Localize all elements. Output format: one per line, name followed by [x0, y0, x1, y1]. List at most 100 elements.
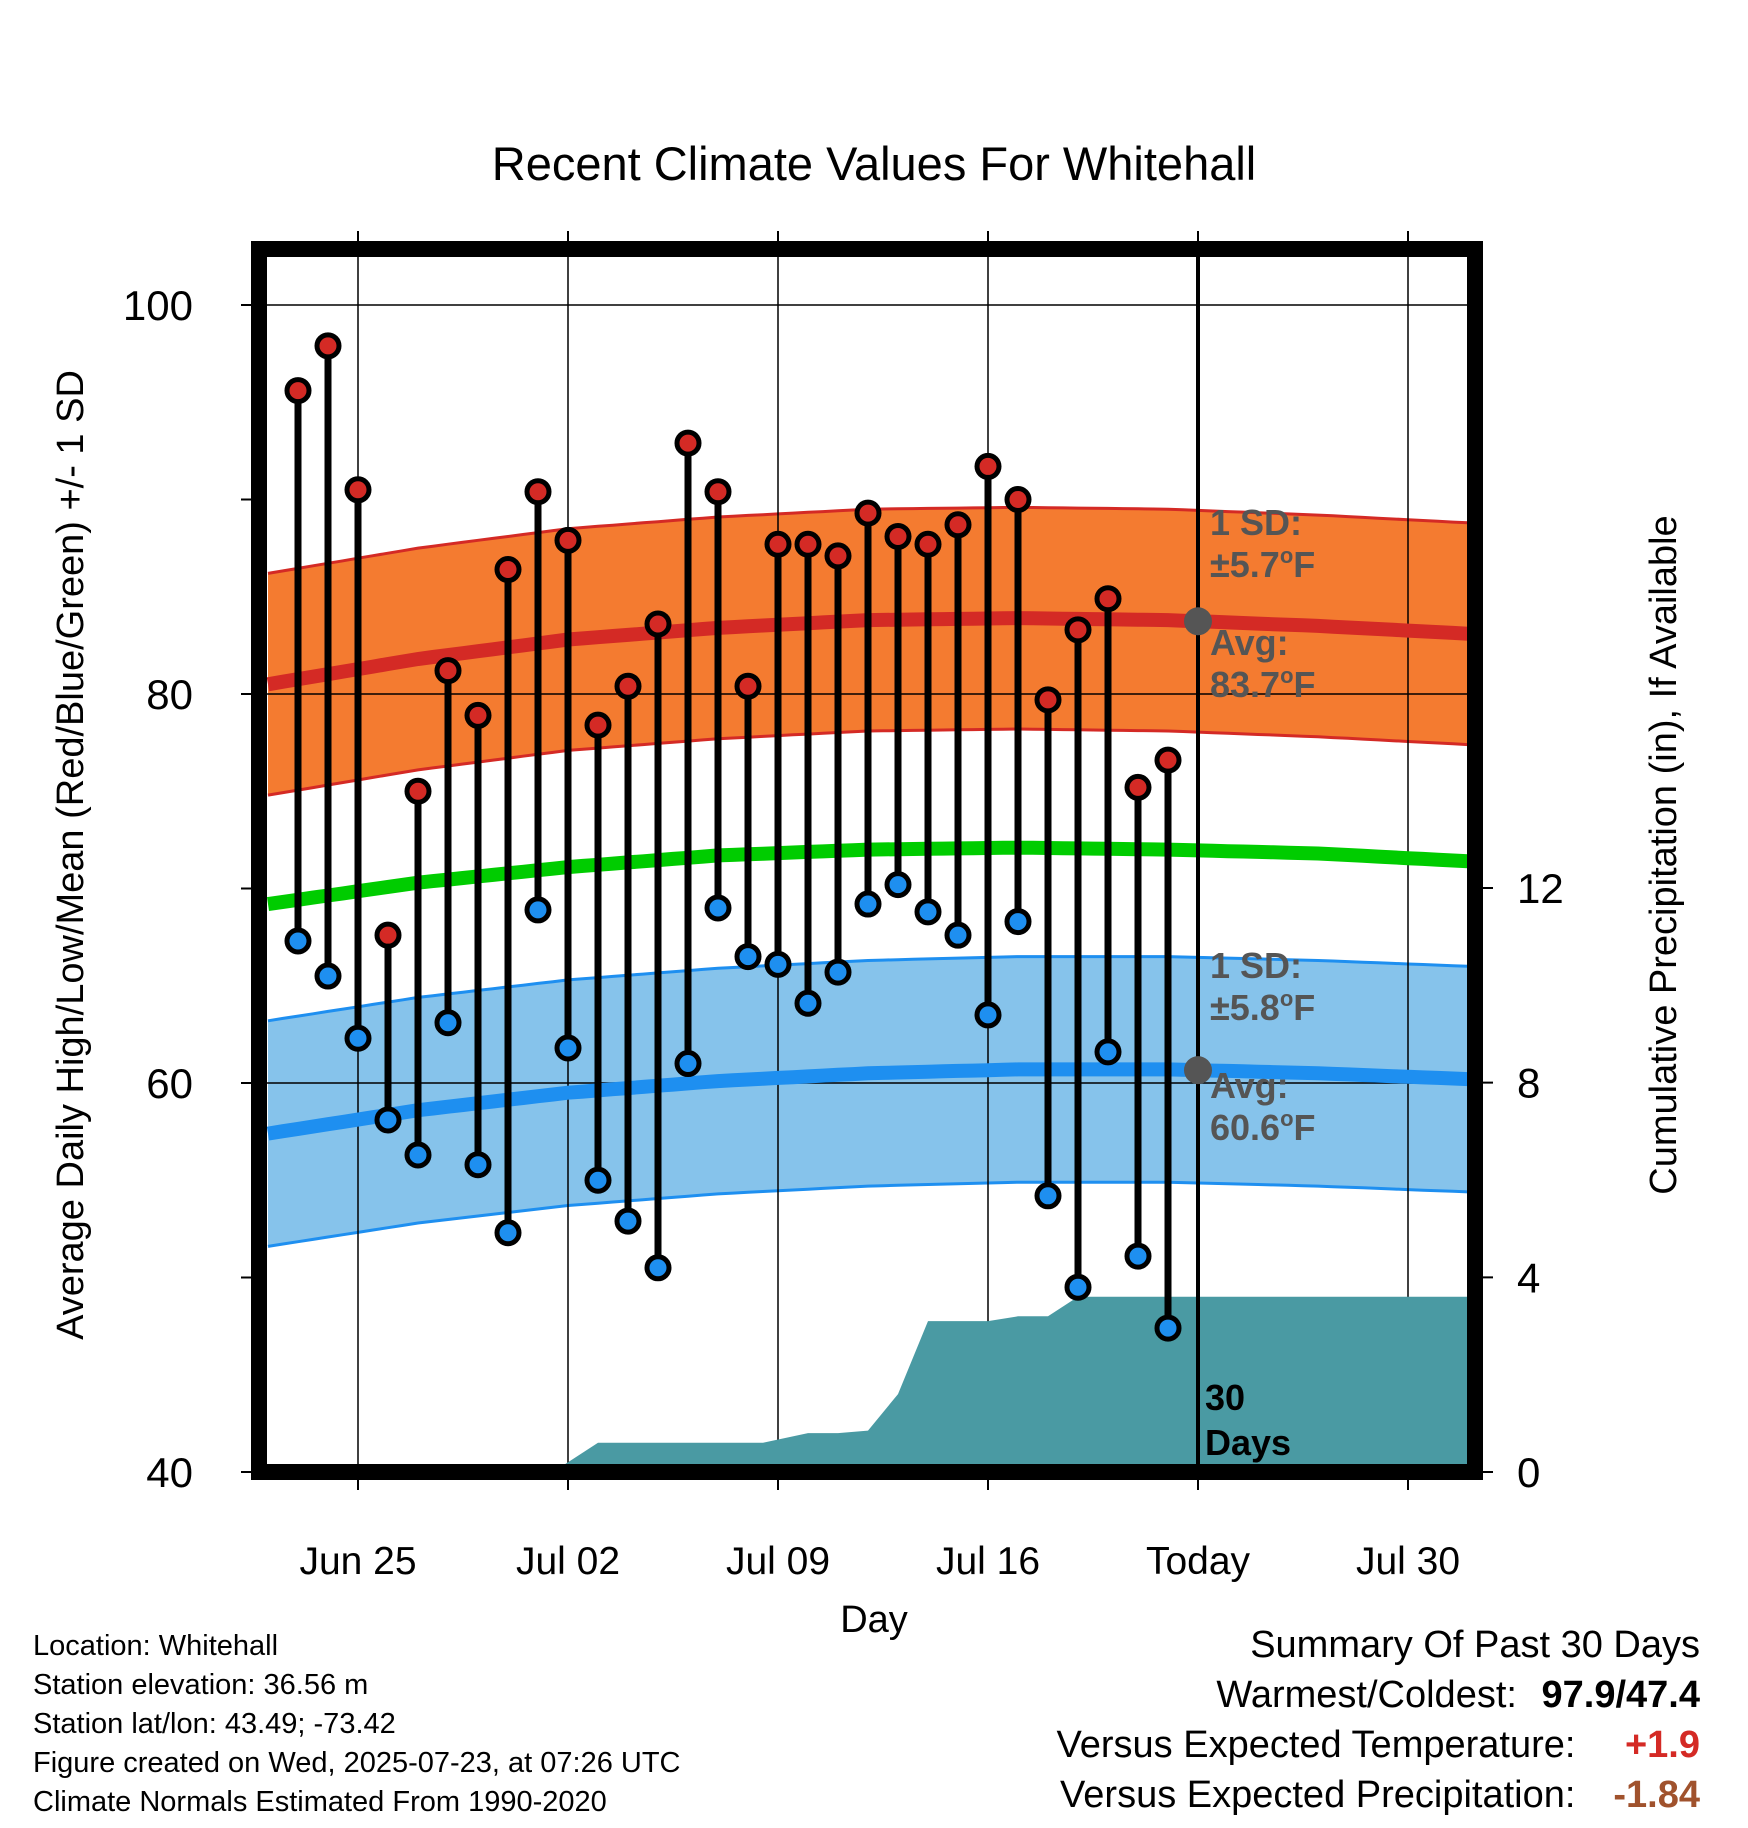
today-low-avg-marker [1184, 1056, 1212, 1085]
location-text: Location: Whitehall [33, 1630, 279, 1662]
temp-value: +1.9 [1624, 1724, 1700, 1766]
normals-text: Climate Normals Estimated From 1990-2020 [33, 1786, 607, 1818]
daily-high-point [764, 530, 792, 558]
x-tick-label: Jul 16 [936, 1540, 1040, 1583]
daily-low-point [524, 896, 552, 924]
daily-high-point [404, 777, 432, 805]
precip-value: -1.84 [1613, 1774, 1700, 1816]
x-tick-label: Jun 25 [299, 1540, 416, 1583]
daily-high-point [374, 921, 402, 949]
daily-high-point [644, 610, 672, 638]
elevation-text: Station elevation: 36.56 m [33, 1669, 369, 1701]
precip-label: Versus Expected Precipitation: [1060, 1774, 1576, 1816]
plot-area: 40 60 80 100 0 4 8 12 Jun 25 Jul 02 Jul 09 Jul 16 To… [123, 231, 1564, 1583]
y2-tick-label: 8 [1517, 1060, 1540, 1107]
daily-low-point [974, 1001, 1002, 1029]
daily-high-point [1094, 585, 1122, 613]
y2-axis-label: Cumulative Precipitation (in), If Availa… [1643, 515, 1685, 1194]
latlon-text: Station lat/lon: 43.49; -73.42 [33, 1708, 396, 1740]
daily-low-point [554, 1034, 582, 1062]
summary-title: Summary Of Past 30 Days [1250, 1624, 1700, 1666]
summary-precip: Versus Expected Precipitation: -1.84 [1057, 1770, 1700, 1820]
window-label-number: 30 [1205, 1377, 1245, 1418]
low-sd-upper-line [267, 955, 1469, 1023]
y-tick-label: 40 [146, 1449, 193, 1496]
x-axis-label: Day [840, 1599, 908, 1641]
daily-high-point [464, 701, 492, 729]
low-sd-lower-line [267, 1180, 1469, 1248]
summary-temp: Versus Expected Temperature: +1.9 [1057, 1720, 1700, 1770]
low-avg-label: Avg: [1210, 1065, 1289, 1106]
daily-low-point [374, 1106, 402, 1134]
daily-low-point [404, 1141, 432, 1169]
daily-high-point [554, 526, 582, 554]
daily-high-point [1154, 746, 1182, 774]
daily-high-point [344, 476, 372, 504]
daily-low-point [1034, 1182, 1062, 1210]
summary-panel: Summary Of Past 30 Days Warmest/Coldest:… [1057, 1620, 1700, 1820]
daily-low-point [614, 1207, 642, 1235]
window-label-days: Days [1205, 1422, 1291, 1463]
daily-low-point [1154, 1314, 1182, 1342]
x-tick-label: Jul 09 [726, 1540, 830, 1583]
high-sd-value: ±5.7oF [1210, 543, 1315, 585]
daily-low-point [794, 989, 822, 1017]
daily-low-point [434, 1009, 462, 1037]
daily-low-point [854, 890, 882, 918]
low-avg-line [266, 1062, 1469, 1141]
daily-high-point [674, 429, 702, 457]
daily-low-point [1004, 908, 1032, 936]
warm-cold-label: Warmest/Coldest: [1216, 1674, 1517, 1716]
daily-high-point [824, 542, 852, 570]
station-info: Location: Whitehall Station elevation: 3… [33, 1627, 681, 1822]
low-sd-value: ±5.8oF [1210, 986, 1315, 1028]
daily-low-point [914, 898, 942, 926]
daily-high-point [1124, 773, 1152, 801]
temp-label: Versus Expected Temperature: [1056, 1724, 1576, 1766]
summary-warm-cold: Warmest/Coldest: 97.9/47.4 [1057, 1670, 1700, 1720]
x-tick-label: Jul 30 [1356, 1540, 1460, 1583]
y2-tick-label: 12 [1517, 865, 1564, 912]
daily-low-point [644, 1254, 672, 1282]
daily-high-point [284, 377, 312, 405]
high-sd-label: 1 SD: [1210, 502, 1302, 543]
y-axis-label: Average Daily High/Low/Mean (Red/Blue/Gr… [50, 370, 92, 1340]
low-sd-label: 1 SD: [1210, 945, 1302, 986]
warm-cold-value: 97.9/47.4 [1541, 1674, 1700, 1716]
today-high-avg-marker [1184, 607, 1212, 636]
plot-frame [251, 241, 1483, 1480]
daily-low-point [584, 1166, 612, 1194]
low-avg-value: 60.6oF [1210, 1106, 1316, 1148]
daily-high-point [614, 672, 642, 700]
x-tick-label: Today [1146, 1540, 1251, 1583]
y-tick-label: 60 [146, 1060, 193, 1107]
daily-high-point [854, 499, 882, 527]
daily-high-point [584, 711, 612, 739]
daily-high-point [1004, 486, 1032, 513]
daily-low-point [764, 950, 792, 978]
daily-high-point [434, 657, 462, 685]
daily-high-point [944, 511, 972, 539]
daily-high-point [314, 332, 342, 360]
daily-high-point [974, 452, 1002, 480]
daily-high-point [1064, 616, 1092, 644]
daily-high-point [734, 672, 762, 700]
y-tick-label: 80 [146, 671, 193, 718]
daily-high-point [704, 478, 732, 506]
y2-tick-label: 0 [1517, 1449, 1540, 1496]
daily-high-point [494, 556, 522, 584]
daily-low-point [344, 1024, 372, 1052]
daily-low-point [884, 871, 912, 899]
daily-high-point [914, 530, 942, 558]
high-avg-value: 83.7oF [1210, 663, 1316, 705]
daily-high-point [1034, 686, 1062, 714]
daily-high-point [884, 522, 912, 550]
y2-tick-label: 4 [1517, 1254, 1540, 1301]
daily-low-point [284, 927, 312, 955]
y-tick-label: 100 [123, 282, 193, 329]
daily-low-point [1124, 1242, 1152, 1270]
daily-low-point [824, 958, 852, 986]
daily-low-point [734, 943, 762, 971]
x-tick-label: Jul 02 [516, 1540, 620, 1583]
